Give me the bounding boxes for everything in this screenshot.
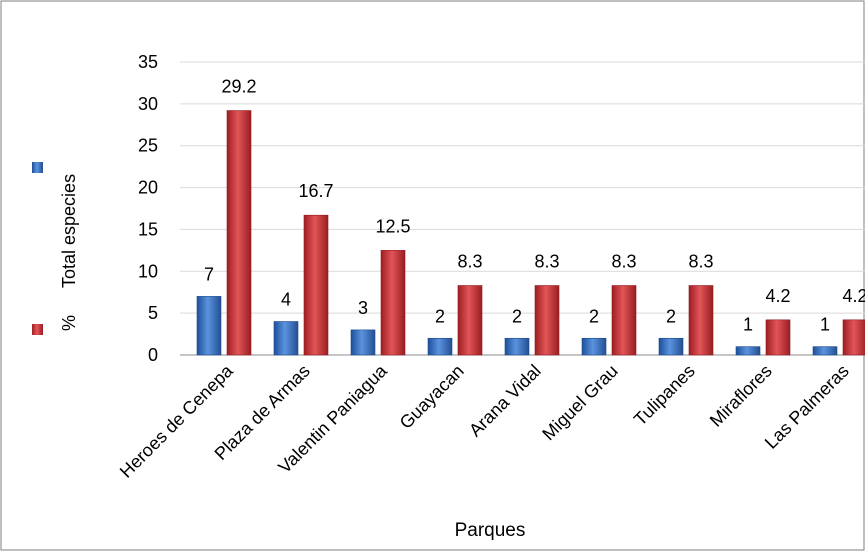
data-label-percent: 4.2 <box>765 286 790 306</box>
y-tick-label: 10 <box>138 261 158 281</box>
y-tick-label: 35 <box>138 52 158 72</box>
y-tick-label: 25 <box>138 136 158 156</box>
y-tick-label: 15 <box>138 219 158 239</box>
y-axis-ticks: 0 5 10 15 20 25 30 35 <box>138 52 158 365</box>
bar-percent <box>534 285 560 356</box>
legend-label-total-especies: Total especies <box>59 174 79 288</box>
data-label-total-especies: 2 <box>435 306 445 326</box>
bar-total-especies <box>196 296 222 356</box>
data-label-total-especies: 3 <box>358 298 368 318</box>
data-label-total-especies: 2 <box>666 306 676 326</box>
bar-total-especies <box>812 346 838 356</box>
x-axis-title: Parques <box>455 520 526 541</box>
legend: Total especies % <box>32 162 79 335</box>
data-label-percent: 8.3 <box>457 252 482 272</box>
legend-label-percent: % <box>59 315 79 331</box>
data-label-percent: 4.2 <box>842 286 865 306</box>
bar-total-especies <box>350 329 376 356</box>
bar-percent <box>842 319 865 356</box>
data-label-percent: 8.3 <box>611 252 636 272</box>
data-label-total-especies: 2 <box>512 306 522 326</box>
bar-percent <box>765 319 791 356</box>
bar-percent <box>457 285 483 356</box>
y-tick-label: 0 <box>148 345 158 365</box>
data-label-percent: 8.3 <box>534 252 559 272</box>
bar-percent <box>226 110 252 356</box>
bar-total-especies <box>658 337 684 356</box>
data-label-percent: 8.3 <box>688 252 713 272</box>
data-label-total-especies: 7 <box>204 264 214 284</box>
bar-total-especies <box>581 337 607 356</box>
bar-total-especies <box>735 346 761 356</box>
legend-swatch-percent <box>32 324 43 335</box>
bar-percent <box>303 214 329 356</box>
bar-percent <box>380 250 406 356</box>
bar-percent <box>688 285 714 356</box>
y-tick-label: 20 <box>138 178 158 198</box>
y-tick-label: 30 <box>138 94 158 114</box>
data-label-total-especies: 1 <box>743 315 753 335</box>
data-label-total-especies: 2 <box>589 306 599 326</box>
bar-total-especies <box>427 337 453 356</box>
data-label-total-especies: 4 <box>281 290 291 310</box>
data-label-total-especies: 1 <box>820 315 830 335</box>
bars <box>196 110 865 356</box>
bar-percent <box>611 285 637 356</box>
bar-total-especies <box>273 321 299 356</box>
bar-total-especies <box>504 337 530 356</box>
data-label-percent: 16.7 <box>298 181 333 201</box>
data-label-percent: 29.2 <box>221 77 256 97</box>
y-tick-label: 5 <box>148 303 158 323</box>
data-label-percent: 12.5 <box>375 216 410 236</box>
data-labels: 7 29.2 4 16.7 3 12.5 2 8.3 2 8.3 2 8.3 2 8.3 1 4.2 1 4.2 <box>204 77 865 335</box>
legend-swatch-total-especies <box>32 162 43 173</box>
